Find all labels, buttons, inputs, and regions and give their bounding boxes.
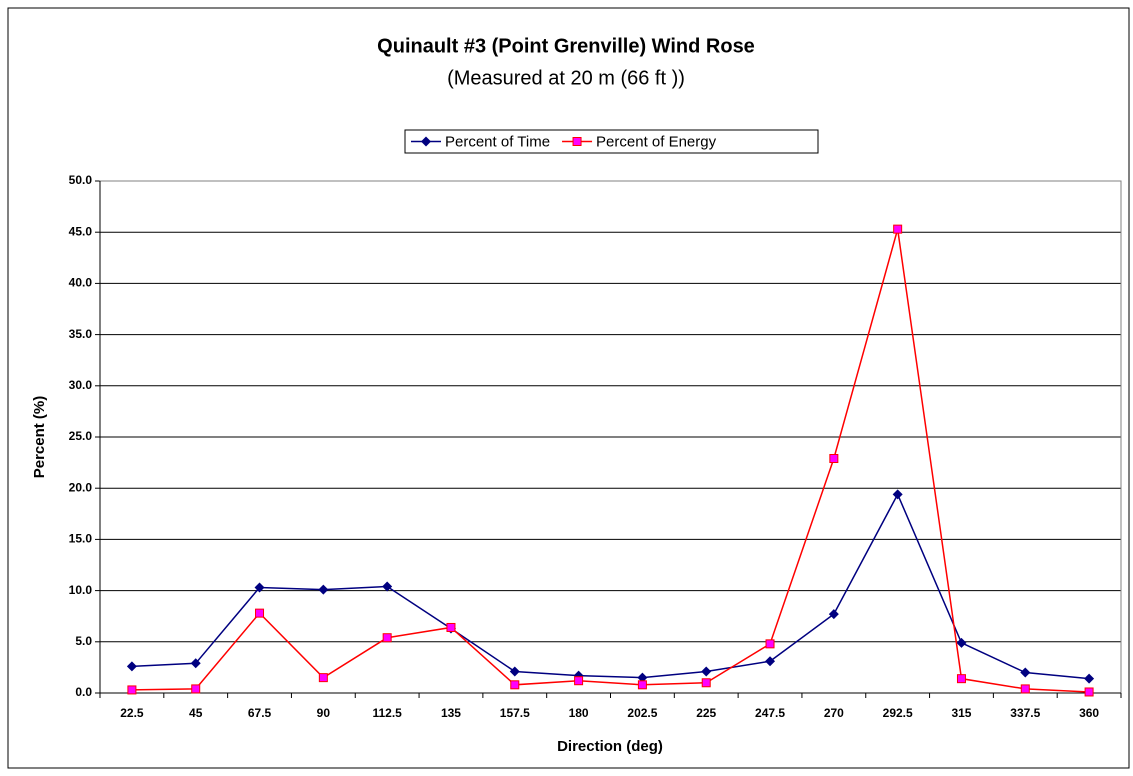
chart-title: Quinault #3 (Point Grenville) Wind Rose bbox=[377, 35, 755, 57]
point bbox=[828, 609, 839, 620]
y-tick-label: 20.0 bbox=[69, 480, 93, 494]
point bbox=[127, 685, 137, 695]
point bbox=[956, 637, 967, 648]
series-line bbox=[131, 492, 1090, 680]
x-tick-label: 157.5 bbox=[500, 706, 530, 720]
point bbox=[318, 584, 329, 595]
point bbox=[191, 684, 201, 694]
chart-border bbox=[7, 7, 1130, 769]
point bbox=[509, 666, 520, 677]
point bbox=[829, 454, 839, 464]
x-tick-label: 67.5 bbox=[248, 706, 272, 720]
x-tick-label: 315 bbox=[951, 706, 971, 720]
y-tick-label: 35.0 bbox=[69, 327, 93, 341]
y-tick-label: 15.0 bbox=[69, 532, 93, 546]
y-tick-label: 0.0 bbox=[75, 685, 92, 699]
y-tick-label: 40.0 bbox=[69, 276, 93, 290]
point bbox=[446, 622, 456, 632]
point bbox=[892, 489, 903, 500]
x-tick-label: 270 bbox=[824, 706, 844, 720]
x-tick-label: 292.5 bbox=[883, 706, 913, 720]
point bbox=[1084, 673, 1095, 684]
x-tick-label: 247.5 bbox=[755, 706, 785, 720]
point bbox=[765, 656, 776, 667]
point bbox=[637, 672, 648, 683]
x-tick-label: 90 bbox=[317, 706, 331, 720]
point bbox=[510, 680, 520, 690]
point bbox=[1084, 687, 1094, 697]
point bbox=[382, 633, 392, 643]
x-tick-label: 337.5 bbox=[1010, 706, 1040, 720]
y-tick-label: 30.0 bbox=[69, 378, 93, 392]
legend-marker bbox=[572, 137, 582, 146]
legend-label: Percent of Time bbox=[445, 133, 550, 150]
x-axis-label: Direction (deg) bbox=[557, 738, 663, 755]
x-tick-label: 45 bbox=[189, 706, 203, 720]
point bbox=[126, 661, 137, 672]
y-tick-label: 5.0 bbox=[75, 634, 92, 648]
point bbox=[318, 673, 328, 683]
x-tick-label: 112.5 bbox=[372, 706, 402, 720]
y-axis-label: Percent (%) bbox=[31, 396, 48, 479]
x-tick-label: 225 bbox=[696, 706, 716, 720]
point bbox=[255, 608, 265, 618]
legend-box bbox=[404, 129, 819, 154]
x-tick-label: 135 bbox=[441, 706, 461, 720]
point bbox=[956, 674, 966, 684]
point bbox=[701, 678, 711, 688]
y-tick-label: 25.0 bbox=[69, 429, 93, 443]
point bbox=[701, 666, 712, 677]
point bbox=[637, 680, 647, 690]
point bbox=[765, 639, 775, 649]
legend-label: Percent of Energy bbox=[596, 133, 717, 150]
series-line bbox=[131, 228, 1090, 693]
legend-marker bbox=[421, 136, 431, 147]
point bbox=[893, 224, 903, 234]
point bbox=[1020, 684, 1030, 694]
y-tick-label: 10.0 bbox=[69, 583, 93, 597]
y-tick-label: 50.0 bbox=[69, 173, 93, 187]
x-tick-label: 202.5 bbox=[627, 706, 657, 720]
point bbox=[382, 581, 393, 592]
x-tick-label: 360 bbox=[1079, 706, 1099, 720]
x-tick-label: 22.5 bbox=[120, 706, 144, 720]
point bbox=[574, 676, 584, 686]
y-tick-label: 45.0 bbox=[69, 224, 93, 238]
x-tick-label: 180 bbox=[569, 706, 589, 720]
point bbox=[190, 658, 201, 669]
point bbox=[254, 582, 265, 593]
chart-subtitle: (Measured at 20 m (66 ft )) bbox=[447, 67, 685, 89]
point bbox=[1020, 667, 1031, 678]
